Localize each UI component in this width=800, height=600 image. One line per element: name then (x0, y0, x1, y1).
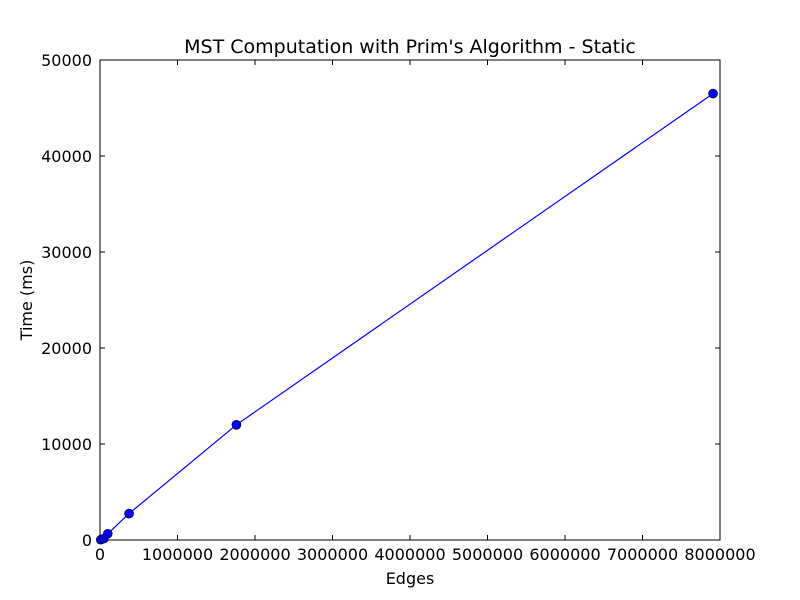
x-tick-label: 0 (95, 545, 105, 564)
y-tick-label: 40000 (41, 147, 92, 166)
data-point (231, 419, 242, 430)
y-tick-label: 20000 (41, 339, 92, 358)
y-tick-label: 50000 (41, 51, 92, 70)
x-tick-label: 7000000 (607, 545, 678, 564)
x-tick-label: 4000000 (374, 545, 445, 564)
y-tick-label: 30000 (41, 243, 92, 262)
x-tick-label: 6000000 (529, 545, 600, 564)
y-tick-label: 0 (82, 531, 92, 550)
x-axis-label: Edges (386, 569, 435, 588)
x-tick-label: 8000000 (684, 545, 755, 564)
data-point (708, 88, 718, 99)
data-point (102, 528, 113, 539)
x-tick-label: 5000000 (452, 545, 523, 564)
plot-area: 0 1000000 2000000 3000000 4000000 5000000 6000… (41, 51, 756, 564)
x-tick-label: 3000000 (297, 545, 368, 564)
y-axis-label: Time (ms) (17, 260, 36, 342)
x-tick-label: 1000000 (142, 545, 213, 564)
y-tick-label: 10000 (41, 435, 92, 454)
chart-title: MST Computation with Prim's Algorithm - … (184, 36, 636, 58)
data-point (124, 508, 134, 519)
x-tick-label: 2000000 (219, 545, 290, 564)
